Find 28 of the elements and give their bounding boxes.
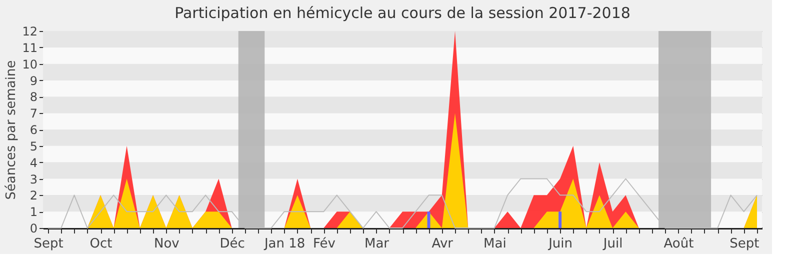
- y-tick-label: 9: [30, 74, 38, 88]
- x-tick-label: Sept: [34, 236, 64, 252]
- x-tick-label: Mai: [484, 236, 506, 252]
- x-tick-label: Août: [664, 236, 694, 252]
- x-tick-label: Juil: [602, 236, 623, 252]
- y-tick-label: 7: [30, 106, 38, 121]
- chart-title: Participation en hémicycle au cours de la session 2017-2018: [174, 4, 630, 22]
- y-tick-label: 1: [30, 205, 38, 220]
- y-tick-label: 10: [22, 57, 38, 72]
- x-tick-label: Nov: [154, 236, 180, 252]
- y-tick-label: 2: [30, 188, 38, 203]
- x-tick-label: Sept: [730, 236, 760, 252]
- x-tick-label: Avr: [432, 236, 454, 252]
- x-tick-label: Déc: [220, 236, 245, 252]
- y-tick-label: 11: [22, 40, 38, 55]
- y-tick-label: 8: [30, 90, 38, 104]
- y-tick-label: 6: [30, 123, 38, 137]
- y-tick-label: 12: [22, 24, 38, 38]
- x-tick-label: Juin: [548, 236, 573, 252]
- x-tick-label: Mar: [364, 236, 390, 252]
- y-tick-label: 5: [30, 139, 38, 154]
- y-tick-label: 3: [30, 172, 38, 186]
- y-tick-label: 0: [30, 222, 38, 236]
- y-tick-label: 4: [30, 156, 38, 170]
- x-tick-label: Jan 18: [263, 236, 306, 252]
- y-axis-title: Séances par semaine: [4, 60, 20, 200]
- x-tick-label: Fév: [312, 236, 336, 252]
- x-tick-label: Oct: [90, 236, 112, 252]
